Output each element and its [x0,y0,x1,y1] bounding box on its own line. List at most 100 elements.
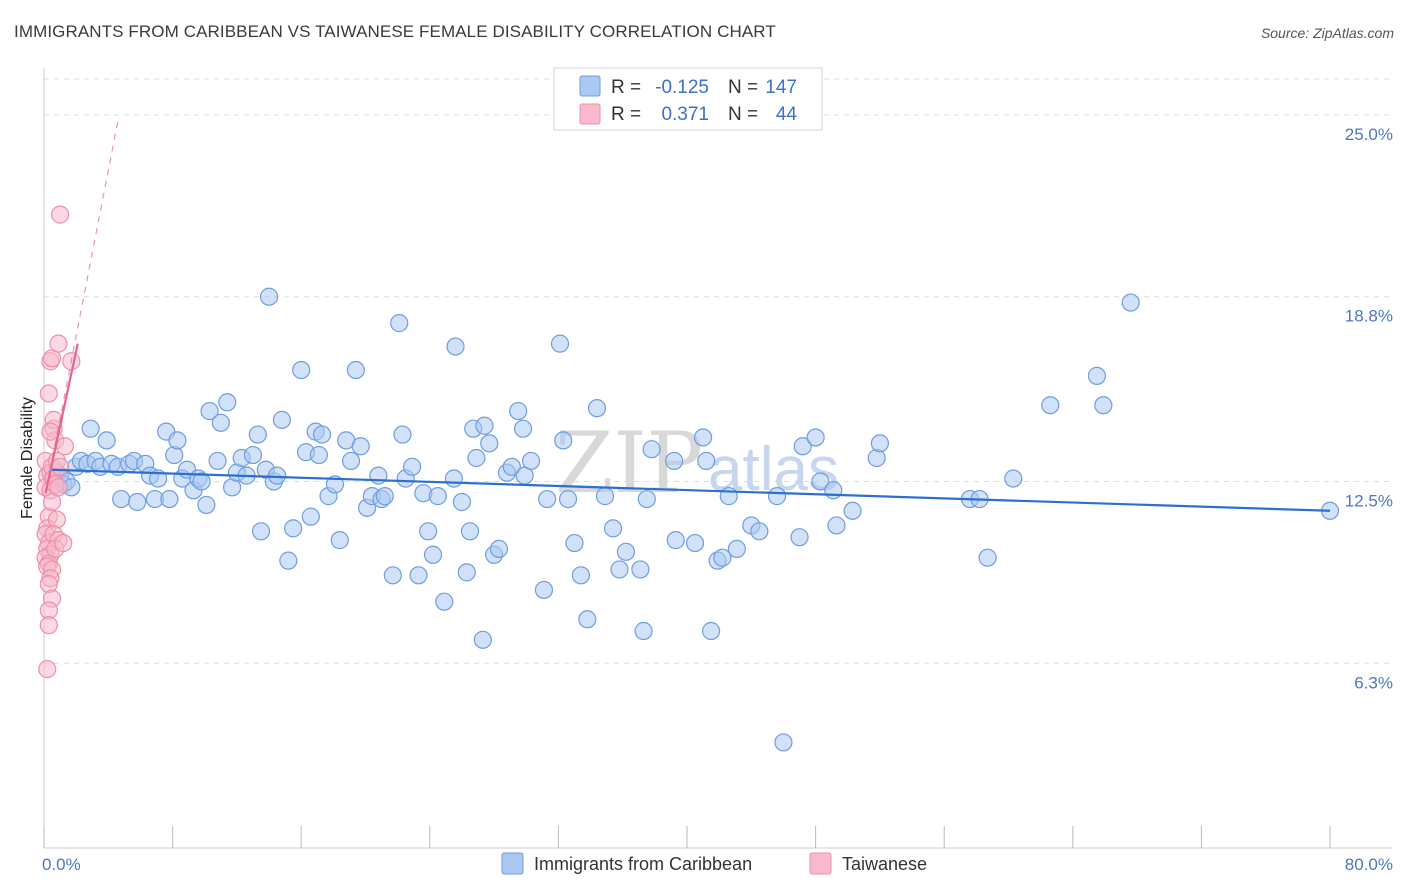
data-point [301,507,320,526]
legend-r-label: R = [611,104,641,125]
data-point [39,384,58,403]
legend-n-value: 44 [776,104,798,125]
y-tick-label: 18.8% [1345,307,1393,326]
data-point [351,437,370,456]
data-point [811,472,830,491]
data-point [565,533,584,553]
legend-swatch-blue [579,75,601,97]
data-point [1121,293,1140,312]
series-caribbean-points [42,287,1340,752]
data-point [554,431,573,450]
y-tick-label: 25.0% [1345,125,1393,144]
data-point [571,566,591,585]
data-point [793,437,812,456]
data-point [312,425,332,444]
data-point [284,519,303,538]
data-point [616,542,636,561]
data-point [513,419,533,438]
data-point [1094,396,1113,415]
data-point [603,519,623,538]
grid-lines [44,78,1392,664]
data-point [460,522,480,541]
data-point [160,489,179,509]
data-point [666,531,685,550]
data-point [693,428,713,447]
data-point [49,334,68,353]
data-point [211,413,230,432]
data-point [502,457,521,476]
data-point [38,660,57,679]
data-point [243,445,263,465]
data-point [41,422,60,441]
data-point [251,522,271,541]
data-point [806,428,825,447]
data-point [538,489,557,509]
data-point [50,205,70,224]
legend-r-value: 0.371 [661,104,709,125]
legend-r-value: -0.125 [655,77,709,98]
data-point [595,487,615,506]
data-point [346,360,365,380]
trend-lines [44,120,1331,512]
data-point [192,472,211,491]
data-point [713,548,732,567]
data-point [642,440,661,459]
data-point [341,451,361,471]
data-point [403,457,422,476]
data-point [81,419,100,438]
data-point [393,425,412,444]
data-point [325,475,345,494]
bottom-legend-swatch-pink [809,852,832,875]
data-point [292,360,311,380]
data-point [279,551,298,570]
data-point [727,539,746,559]
legend-n-label: N = [728,77,758,98]
data-point [719,487,738,506]
data-point [309,445,328,465]
correlation-legend: R = -0.125 N = 147 R = 0.371 N = 44 [553,67,823,131]
data-point [534,580,554,600]
data-point [208,451,227,471]
data-point [467,448,486,468]
data-point [475,416,494,435]
data-point [697,451,716,471]
data-point [750,522,769,541]
data-point [685,533,705,553]
data-point [383,566,402,585]
data-point [480,434,499,453]
x-tick-label: 80.0% [1345,855,1393,874]
y-axis-label: Female Disability [19,397,36,519]
data-point [665,451,684,471]
data-point [375,487,394,506]
data-point [168,431,187,450]
bottom-legend-taiwanese: Taiwanese [842,854,927,874]
bottom-legend-caribbean: Immigrants from Caribbean [534,854,752,874]
data-point [428,487,447,506]
trend-line-caribbean [52,468,1331,512]
data-point [39,616,58,635]
data-point [827,516,846,535]
chart-title: IMMIGRANTS FROM CARIBBEAN VS TAIWANESE F… [14,22,776,41]
source-label: Source: ZipAtlas.com [1260,25,1394,41]
data-point [578,610,597,629]
data-point [843,501,862,520]
data-point [409,566,428,585]
trend-line-taiwanese [44,343,79,494]
x-tick-labels: 0.0% 80.0% [42,855,1393,874]
data-point [218,393,237,412]
legend-n-value: 147 [765,77,797,98]
data-point [1087,366,1107,385]
data-point [259,287,279,306]
data-point [54,533,73,553]
data-point [558,489,578,509]
data-point [1004,469,1023,488]
x-ticks [43,826,1331,848]
x-tick-label: 0.0% [42,855,81,874]
data-point [509,401,528,421]
data-point [634,621,653,641]
series-taiwanese-points [36,205,81,679]
data-point [272,410,292,429]
data-point [50,457,70,476]
y-tick-label: 6.3% [1354,673,1393,692]
legend-r-label: R = [611,77,641,98]
